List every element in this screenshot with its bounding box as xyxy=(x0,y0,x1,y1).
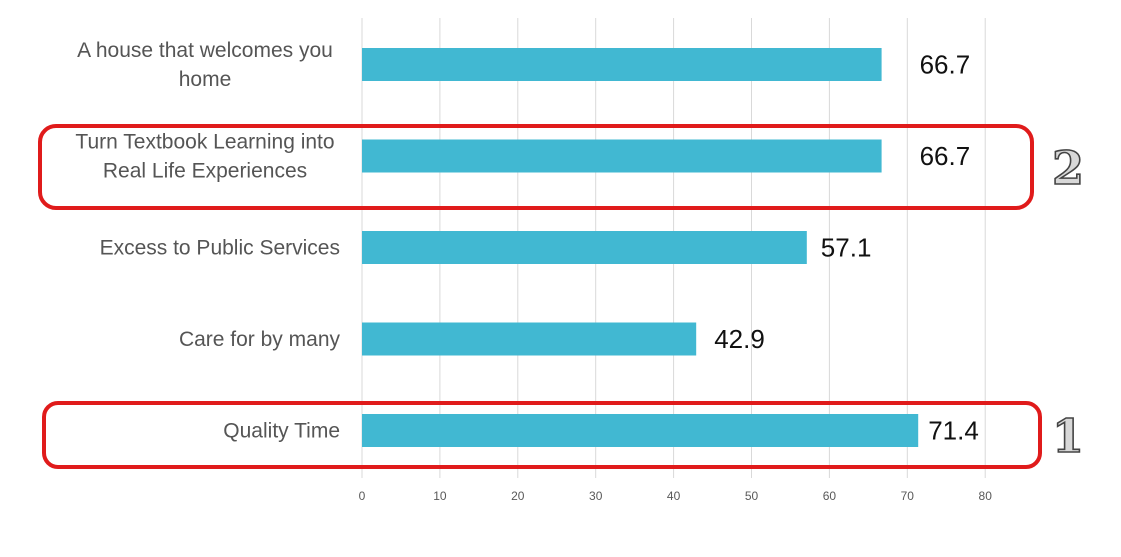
bar-3 xyxy=(362,322,697,356)
category-label-3: Care for by many xyxy=(179,328,341,351)
category-labels: A house that welcomes you home Turn Textbo… xyxy=(75,39,340,443)
category-label-line: Real Life Experiences xyxy=(103,160,307,183)
bar-0 xyxy=(362,48,882,81)
category-label-0: A house that welcomes you home xyxy=(77,39,333,91)
bars xyxy=(362,48,919,447)
x-tick-label-0: 0 xyxy=(359,489,366,503)
x-tick-label-50: 50 xyxy=(745,489,759,503)
highlight-boxes: 21 xyxy=(38,124,1085,469)
bar-4 xyxy=(362,414,919,447)
category-label-line: Care for by many xyxy=(179,328,341,351)
category-label-1: Turn Textbook Learning into Real Life Exp… xyxy=(75,131,334,183)
rank-number-1: 1 xyxy=(1052,409,1084,463)
category-label-line: Quality Time xyxy=(223,420,340,443)
data-label-4: 71.4 xyxy=(928,416,979,446)
x-tick-label-40: 40 xyxy=(667,489,681,503)
x-tick-label-80: 80 xyxy=(979,489,993,503)
x-tick-label-20: 20 xyxy=(511,489,525,503)
bar-1 xyxy=(362,139,882,173)
category-label-line: Excess to Public Services xyxy=(100,237,340,260)
x-tick-label-30: 30 xyxy=(589,489,603,503)
highlight-box-rank-1 xyxy=(42,401,1042,469)
x-tick-label-70: 70 xyxy=(901,489,915,503)
rank-number-2: 2 xyxy=(1052,141,1084,195)
category-label-line: A house that welcomes you xyxy=(77,39,333,62)
x-tick-label-60: 60 xyxy=(823,489,837,503)
data-label-1: 66.7 xyxy=(920,141,971,171)
highlight-box-rank-2 xyxy=(38,124,1034,210)
category-label-line: home xyxy=(179,68,232,91)
category-label-line: Turn Textbook Learning into xyxy=(75,131,334,154)
data-label-0: 66.7 xyxy=(920,50,971,80)
x-axis-tick-labels: 0 10 20 30 40 50 60 70 80 xyxy=(359,489,993,503)
data-label-3: 42.9 xyxy=(714,324,765,354)
data-label-2: 57.1 xyxy=(821,233,872,263)
category-label-2: Excess to Public Services xyxy=(100,237,340,260)
category-label-4: Quality Time xyxy=(223,420,340,443)
x-tick-label-10: 10 xyxy=(433,489,447,503)
data-labels: 66.7 66.7 57.1 42.9 71.4 xyxy=(714,50,979,446)
bar-2 xyxy=(362,231,807,264)
